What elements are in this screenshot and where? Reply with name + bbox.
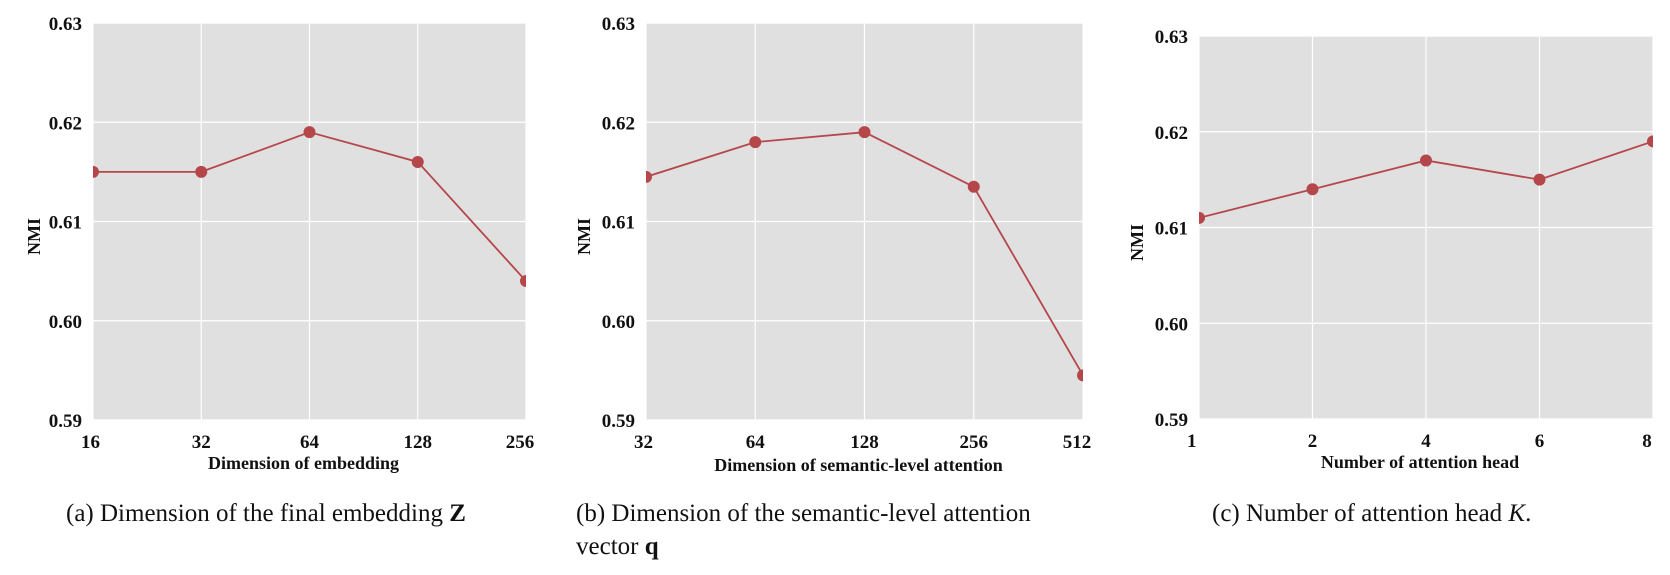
x-tick-label: 32 [192,432,211,453]
x-tick-label: 16 [81,432,100,453]
x-tick-label: 256 [506,432,535,453]
y-tick-label: 0.61 [602,213,635,234]
caption-b-line1: (b) Dimension of the semantic-level atte… [576,500,1031,527]
x-axis-label: Dimension of embedding [208,453,399,473]
x-tick-label: 32 [634,432,653,453]
data-point [967,180,980,193]
x-tick-label: 128 [404,432,433,453]
data-point [1077,369,1083,382]
data-point [1533,173,1546,186]
caption-a-text: (a) Dimension of the final embedding [66,500,450,527]
caption-c: (c) Number of attention head K. [1212,497,1531,530]
y-axis-label: NMI [574,218,594,255]
y-tick-label: 0.63 [602,14,635,35]
caption-a-symbol: Z [449,500,466,527]
y-tick-label: 0.61 [1155,219,1188,240]
chart-a: 0.59 0.60 0.61 0.62 0.63 16 32 64 128 256 Dimensio… [24,14,534,473]
data-point [520,275,526,288]
x-tick-label: 8 [1642,431,1652,452]
caption-b-symbol: q [644,533,659,560]
x-tick-label: 256 [960,432,989,453]
y-tick-label: 0.59 [49,411,82,432]
x-tick-label: 6 [1535,431,1545,452]
x-tick-label: 64 [746,432,766,453]
caption-c-text: (c) Number of attention head [1212,500,1509,527]
data-point [1420,154,1432,167]
data-point [1647,135,1653,148]
y-tick-label: 0.60 [602,312,635,333]
x-tick-label: 1 [1187,431,1197,452]
caption-c-suffix: . [1525,500,1532,527]
y-tick-label: 0.60 [49,312,82,333]
y-tick-label: 0.62 [1155,123,1188,144]
y-tick-label: 0.61 [49,213,82,234]
data-point [1199,211,1205,224]
x-tick-label: 2 [1308,431,1318,452]
x-tick-label: 512 [1063,432,1092,453]
y-tick-label: 0.59 [602,411,635,432]
y-tick-label: 0.62 [602,113,635,134]
data-point [646,170,652,183]
chart-b: 0.59 0.60 0.61 0.62 0.63 32 64 128 256 512 Dimensi… [574,14,1091,475]
y-tick-label: 0.63 [1155,27,1188,48]
caption-b: (b) Dimension of the semantic-level atte… [576,497,1136,563]
x-axis-label: Number of attention head [1321,452,1519,472]
y-axis-label: NMI [24,218,44,255]
caption-b-line2: vector [576,533,645,560]
y-axis-label: NMI [1127,224,1147,261]
data-point [749,136,762,149]
x-tick-label: 64 [300,432,320,453]
data-point [195,165,208,178]
x-tick-label: 4 [1421,431,1431,452]
x-axis-label: Dimension of semantic-level attention [714,455,1002,475]
y-tick-label: 0.62 [49,113,82,134]
x-tick-label: 128 [850,432,879,453]
y-tick-label: 0.63 [49,14,82,35]
data-point [411,155,424,168]
data-point [93,165,99,178]
y-tick-label: 0.60 [1155,314,1188,335]
data-point [1306,183,1319,196]
caption-a: (a) Dimension of the final embedding Z [66,497,466,530]
chart-c: 0.59 0.60 0.61 0.62 0.63 1 2 4 6 8 Number of atten… [1127,27,1654,472]
y-tick-label: 0.59 [1155,410,1188,431]
caption-c-symbol: K [1508,500,1526,527]
data-point [858,126,871,139]
data-point [303,126,316,139]
